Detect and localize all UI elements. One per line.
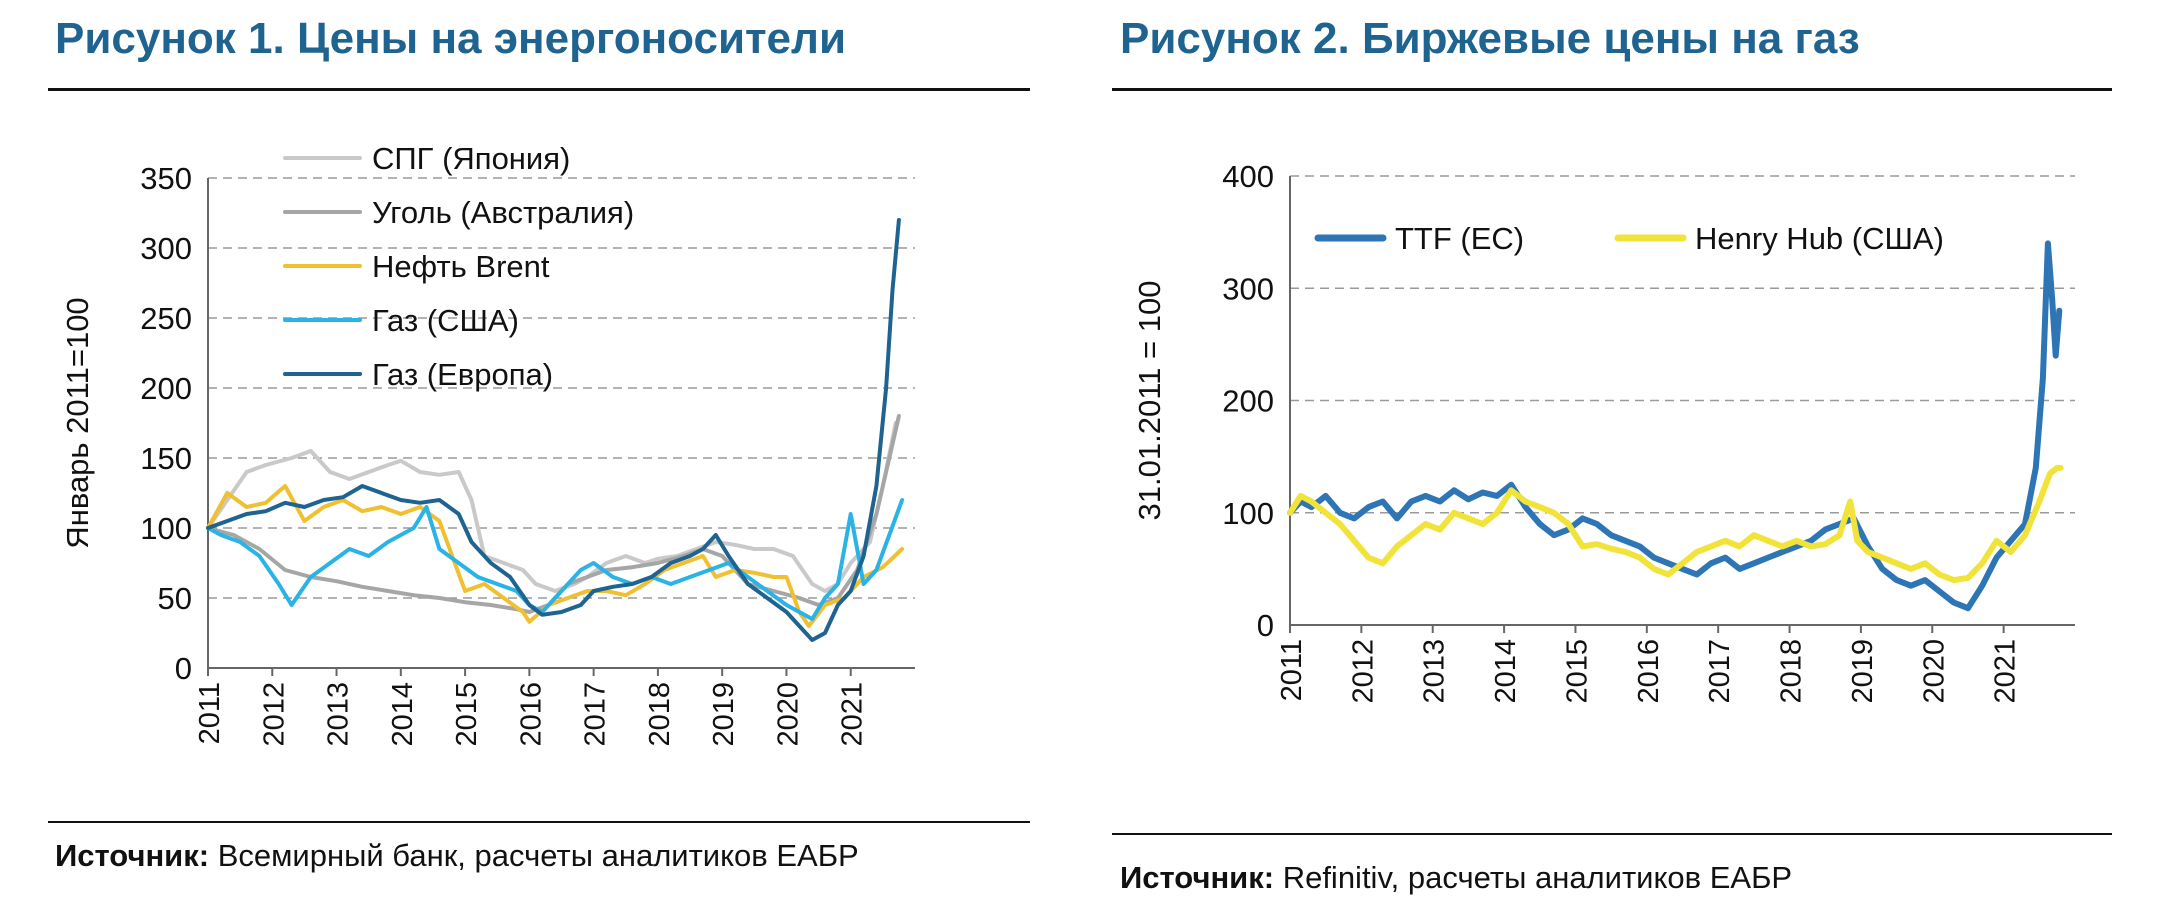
x-tick-label: 2013 <box>323 682 355 747</box>
y-tick-label: 150 <box>140 441 192 476</box>
y-tick-label: 400 <box>1222 159 1274 194</box>
x-tick-label: 2019 <box>708 682 740 747</box>
figure-1-title: Рисунок 1. Цены на энергоносители <box>55 14 847 63</box>
x-tick-label: 2021 <box>837 682 869 747</box>
x-tick-label: 2014 <box>1490 639 1522 704</box>
legend-label: TTF (ЕС) <box>1395 221 1524 256</box>
y-axis-title: 31.01.2011 = 100 <box>1132 281 1167 521</box>
x-tick-label: 2017 <box>1704 639 1736 704</box>
legend-label: Газ (Европа) <box>372 357 553 392</box>
figure-1-source-text: Всемирный банк, расчеты аналитиков ЕАБР <box>209 838 859 873</box>
series-line-3 <box>206 498 905 621</box>
y-tick-label: 0 <box>175 651 192 686</box>
x-tick-label: 2020 <box>1918 639 1950 704</box>
figure-1-source-label: Источник: <box>55 838 210 873</box>
y-tick-label: 350 <box>140 161 192 196</box>
x-tick-label: 2019 <box>1847 639 1879 704</box>
x-tick-label: 2011 <box>1276 639 1308 701</box>
figure-2-bottom-rule <box>1112 833 2112 835</box>
series-line-1 <box>206 414 901 614</box>
figure-2-chart: 0 100 200 300 400 2011 2012 2013 2014 2015 2016 201… <box>1132 159 2075 704</box>
series-line-2 <box>206 484 905 628</box>
legend-label: Нефть Brent <box>372 249 550 284</box>
x-tick-label: 2014 <box>387 682 419 747</box>
legend-label: Газ (США) <box>372 303 519 338</box>
y-tick-label: 0 <box>1257 608 1274 643</box>
figure-2-source-label: Источник: <box>1120 860 1275 895</box>
x-tick-label: 2020 <box>772 682 804 747</box>
figure-2-title: Рисунок 2. Биржевые цены на газ <box>1120 14 1860 63</box>
y-tick-label: 300 <box>1222 271 1274 306</box>
x-tick-label: 2015 <box>451 682 483 747</box>
figure-2-panel: Рисунок 2. Биржевые цены на газ 0 100 200 3… <box>1100 0 2160 922</box>
x-tick-label: 2016 <box>1633 639 1665 704</box>
legend-label: Уголь (Австралия) <box>372 195 634 230</box>
y-tick-label: 100 <box>1222 496 1274 531</box>
figure-1-source: Источник: Всемирный банк, расчеты аналит… <box>55 836 1015 876</box>
x-tick-label: 2015 <box>1561 639 1593 704</box>
figure-2-source-text: Refinitiv, расчеты аналитиков ЕАБР <box>1274 860 1793 895</box>
y-tick-label: 250 <box>140 301 192 336</box>
x-tick-label: 2012 <box>258 682 290 747</box>
legend-label: Henry Hub (США) <box>1695 221 1944 256</box>
y-axis-title: Январь 2011=100 <box>60 297 95 548</box>
y-tick-label: 100 <box>140 511 192 546</box>
x-tick-label: 2021 <box>1990 639 2022 704</box>
x-tick-label: 2017 <box>580 682 612 747</box>
figure-2-source: Источник: Refinitiv, расчеты аналитиков … <box>1120 858 2120 898</box>
x-tick-label: 2012 <box>1347 639 1379 704</box>
figure-1-bottom-rule <box>48 821 1030 823</box>
x-tick-label: 2018 <box>644 682 676 747</box>
series-line-0 <box>206 421 898 593</box>
x-tick-label: 2018 <box>1776 639 1808 704</box>
y-tick-label: 200 <box>1222 384 1274 419</box>
figure-1-chart: 0 50 100 150 200 250 300 350 2011 2012 2013 2014 201… <box>60 141 915 747</box>
figure-1-panel: Рисунок 1. Цены на энергоносители 0 50 100… <box>0 0 1060 922</box>
y-tick-label: 200 <box>140 371 192 406</box>
series-line-4 <box>206 218 901 642</box>
y-tick-label: 50 <box>158 581 192 616</box>
x-tick-label: 2013 <box>1419 639 1451 704</box>
figure-2-top-rule <box>1112 88 2112 91</box>
x-tick-label: 2011 <box>194 682 226 744</box>
legend-label: СПГ (Япония) <box>372 141 570 176</box>
x-tick-label: 2016 <box>515 682 547 747</box>
series-line-1 <box>1287 464 2064 584</box>
y-tick-label: 300 <box>140 231 192 266</box>
series-line-0 <box>1287 240 2063 612</box>
figure-1-top-rule <box>48 88 1030 91</box>
